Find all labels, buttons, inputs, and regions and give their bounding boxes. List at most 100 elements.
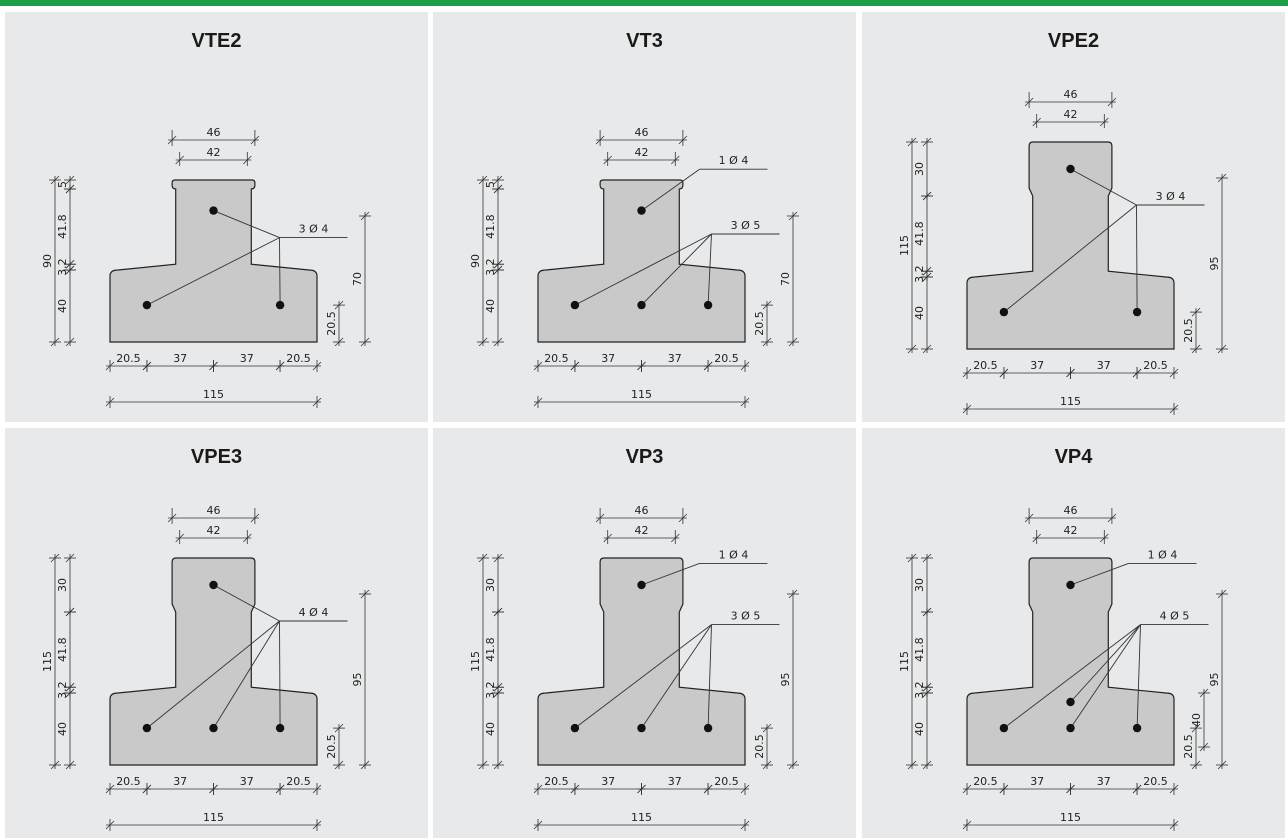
dimension-tick: [907, 344, 917, 354]
dimension-tick: [209, 361, 218, 371]
dimension-label: 20.5: [544, 352, 569, 365]
rebar-dot: [703, 300, 713, 310]
leader-line: [707, 233, 712, 306]
dimension-label: 115: [41, 651, 54, 672]
dimension-tick: [105, 820, 115, 830]
dimension-tick: [209, 784, 218, 794]
dimension-tick: [493, 682, 503, 692]
section-panel-vt3: VT3 46 42 40 3.2 41.8 5 90 70 20.5 20.5 37 37 20.5 11…: [433, 12, 856, 422]
leader-line: [641, 233, 712, 306]
dimension-tick: [907, 553, 917, 563]
dimension-tick: [360, 211, 370, 221]
leader-line: [146, 620, 280, 729]
dimension-label: 37: [601, 775, 615, 788]
dimension-tick: [922, 682, 932, 692]
dimension-label: 42: [635, 146, 649, 159]
dimension-tick: [533, 784, 543, 794]
dimension-tick: [167, 513, 177, 523]
dimension-tick: [533, 361, 543, 371]
dimension-label: 95: [351, 673, 364, 687]
section-drawing: 46 42 40 3.2 41.8 5 90 70 20.5 20.5 37 37 20.5 115 1 Ø…: [469, 126, 799, 408]
section-drawing: 46 42 40 3.2 41.8 30 115 95 20.5 40 20.5 37 37 20.5 11…: [898, 504, 1228, 831]
dimension-label: 41.8: [56, 214, 69, 239]
rebar-dot: [1066, 697, 1075, 707]
dimension-label: 90: [41, 254, 54, 268]
dimension-label: 37: [1030, 359, 1044, 372]
dimension-tick: [922, 191, 932, 201]
dimension-label: 20.5: [116, 775, 141, 788]
dimension-tick: [50, 553, 60, 563]
dimension-tick: [922, 344, 932, 354]
leader-line: [279, 620, 281, 729]
dimension-label: 20.5: [544, 775, 569, 788]
dimension-tick: [360, 589, 370, 599]
dimension-tick: [1107, 97, 1117, 107]
dimension-label: 3.2: [913, 681, 926, 699]
rebar-dot: [570, 300, 580, 310]
rebar-dot: [142, 300, 152, 310]
dimension-tick: [962, 368, 972, 378]
dimension-tick: [105, 397, 115, 407]
leader-line: [1070, 624, 1141, 703]
dimension-tick: [65, 682, 75, 692]
section-title: VPE2: [1047, 30, 1100, 52]
dimension-tick: [1132, 784, 1142, 794]
rebar-dot: [637, 723, 646, 733]
rebar-label: 1 Ø 4: [719, 548, 749, 561]
dimension-label: 3.2: [913, 265, 926, 283]
dimension-tick: [740, 361, 750, 371]
dimension-tick: [250, 513, 260, 523]
dimension-tick: [962, 820, 972, 830]
dimension-label: 40: [484, 299, 497, 313]
dimension-tick: [1169, 404, 1179, 414]
dimension-label: 30: [913, 162, 926, 176]
dimension-tick: [907, 760, 917, 770]
concrete-section: [537, 179, 746, 343]
dimension-label: 20.5: [116, 352, 141, 365]
rebar-dot: [275, 723, 285, 733]
leader-line: [641, 624, 712, 729]
leader-line: [707, 624, 712, 729]
dimension-label: 37: [173, 775, 187, 788]
dimension-label: 95: [1208, 673, 1221, 687]
leader-line: [1070, 562, 1129, 586]
dimension-tick: [334, 760, 344, 770]
dimension-tick: [493, 175, 503, 185]
dimension-label: 90: [469, 254, 482, 268]
concrete-section: [966, 141, 1175, 350]
concrete-section: [109, 557, 318, 766]
dimension-tick: [740, 784, 750, 794]
section-title: VP4: [1054, 446, 1093, 468]
dimension-tick: [1191, 723, 1201, 733]
rebar-dot: [1132, 723, 1142, 733]
dimension-tick: [922, 137, 932, 147]
dimension-tick: [493, 607, 503, 617]
dimension-tick: [1032, 533, 1041, 543]
dimension-tick: [603, 155, 612, 165]
leader-line: [1136, 204, 1138, 313]
dimension-label: 46: [635, 504, 649, 517]
dimension-label: 37: [1097, 775, 1111, 788]
dimension-label: 42: [1064, 108, 1078, 121]
dimension-label: 37: [601, 352, 615, 365]
dimension-tick: [478, 760, 488, 770]
dimension-label: 20.5: [325, 311, 338, 336]
dimension-tick: [65, 553, 75, 563]
dimension-tick: [50, 175, 60, 185]
section-panel-vp4: VP4 46 42 40 3.2 41.8 30 115 95 20.5 40 20.5 37 37 20…: [862, 428, 1285, 838]
leader-line: [213, 584, 280, 622]
dimension-label: 20.5: [286, 775, 311, 788]
dimension-label: 37: [173, 352, 187, 365]
dimension-label: 37: [1097, 359, 1111, 372]
dimension-tick: [142, 784, 152, 794]
dimension-tick: [999, 368, 1009, 378]
dimension-tick: [50, 337, 60, 347]
dimension-label: 37: [668, 352, 682, 365]
dimension-tick: [671, 533, 680, 543]
section-drawing: 46 42 40 3.2 41.8 30 115 95 20.5 20.5 37 37 20.5 115 3…: [898, 88, 1228, 415]
dimension-tick: [142, 361, 152, 371]
dimension-tick: [105, 361, 115, 371]
dimension-tick: [1032, 117, 1041, 127]
dimension-label: 95: [1208, 257, 1221, 271]
dimension-tick: [312, 397, 322, 407]
